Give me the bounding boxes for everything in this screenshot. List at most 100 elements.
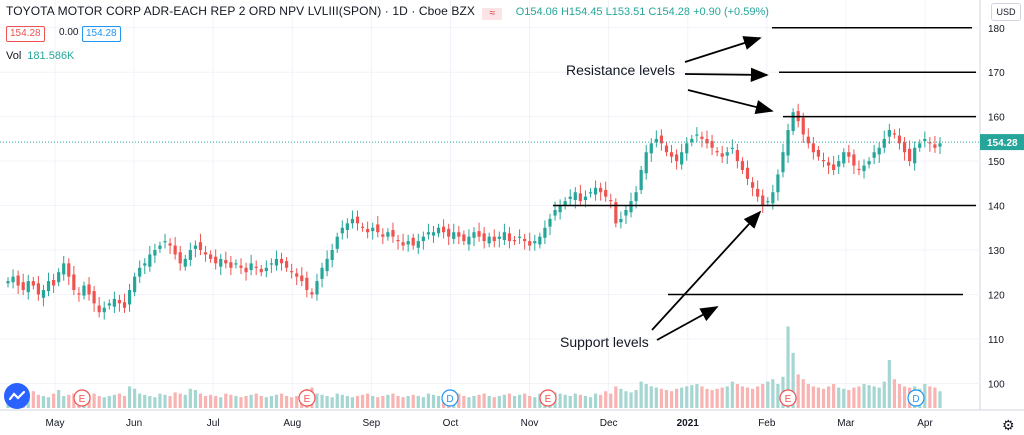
volume-bar [750,388,755,408]
y-tick-label: 140 [988,202,1005,213]
volume-bar [295,396,299,408]
candle-body [588,192,593,194]
candle-body [143,263,147,266]
volume-bar [72,393,76,408]
volume-bar [122,396,127,408]
candle-body [426,232,431,235]
candle-body [482,233,486,242]
volume-bar [720,387,724,408]
candle-body [158,245,162,249]
volume-bar [203,396,208,408]
x-tick-label: Aug [283,418,301,429]
volume-bar [426,393,431,408]
volume-bar [457,393,461,408]
volume-bar [355,396,360,408]
candle-body [781,152,785,173]
bid-price[interactable]: 154.28 [6,26,45,42]
candle-body [72,274,76,290]
volume-bar [659,388,664,408]
candle-body [447,228,451,237]
volume-bar [705,388,709,408]
candle-body [614,202,618,224]
volume-bar [239,397,243,408]
candle-body [593,187,598,195]
last-price-label: 154.28 [987,138,1018,149]
volume-bar [330,397,334,408]
candle-body [583,196,588,200]
candle-body [902,142,907,153]
candle-body [462,234,466,242]
candle-body [654,138,658,143]
candle-body [127,290,132,305]
candle-body [933,144,937,148]
candle-body [639,170,643,190]
volume-bar [340,394,344,408]
volume-bar [872,386,876,408]
volume-bar [887,360,891,408]
candle-body [431,232,436,236]
candle-body [188,250,192,260]
y-tick-label: 170 [988,68,1005,79]
volume-bar [578,394,582,408]
candle-body [512,240,517,242]
candle-body [391,230,395,237]
volume-bar [376,397,380,408]
volume-bar [740,386,745,408]
volume-bar [487,396,491,408]
ask-price[interactable]: 154.28 [82,26,121,42]
candle-body [892,133,897,135]
candle-body [816,150,821,157]
candle-body [887,130,891,137]
event-marker-label: E [785,394,792,405]
volume-bar [472,396,476,408]
candle-body [908,148,912,162]
event-marker-label: E [545,394,552,405]
candle-body [457,232,461,237]
x-tick-label: Sep [362,418,380,429]
chart-header: TOYOTA MOTOR CORP ADR-EACH REP 2 ORD NPV… [6,4,769,20]
resistance-arrow [684,67,769,83]
volume-bar [477,394,481,408]
volume-bar [517,394,522,408]
y-tick-label: 180 [988,24,1005,35]
volume-bar [700,386,704,408]
gear-icon[interactable]: ⚙ [1002,417,1015,433]
candle-body [295,273,299,277]
volume-bar [97,396,101,408]
candle-body [573,192,577,200]
candle-body [249,263,253,270]
candle-body [882,138,886,148]
tradingview-logo-icon[interactable] [4,383,30,409]
candle-body [305,277,309,290]
candle-body [599,187,603,193]
volume-bar [259,396,263,408]
candle-body [517,236,522,238]
candle-body [826,162,831,166]
candle-body [67,263,71,277]
chart-style-icon[interactable]: ≈ [482,8,503,20]
volume-bar [629,392,633,408]
symbol-title[interactable]: TOYOTA MOTOR CORP ADR-EACH REP 2 ORD NPV… [6,4,476,18]
volume-bar [821,388,826,408]
candle-body [507,233,512,242]
candle-body [523,238,527,242]
volume-bar [51,393,56,408]
candle-body [153,250,157,256]
volume-bar [345,396,349,408]
candle-body [634,192,638,202]
volume-bar [214,396,218,408]
candle-body [750,182,755,188]
candle-body [229,262,233,268]
candle-body [497,236,501,239]
volume-bar [644,384,648,408]
candle-body [97,305,101,313]
volume-bar [745,387,750,408]
candle-body [224,260,228,264]
x-tick-label: Mar [837,418,855,429]
candle-body [502,232,506,240]
currency-button[interactable]: USD [991,3,1021,21]
volume-bar [102,397,106,408]
candle-body [117,300,122,304]
earnings-marker [779,389,797,407]
